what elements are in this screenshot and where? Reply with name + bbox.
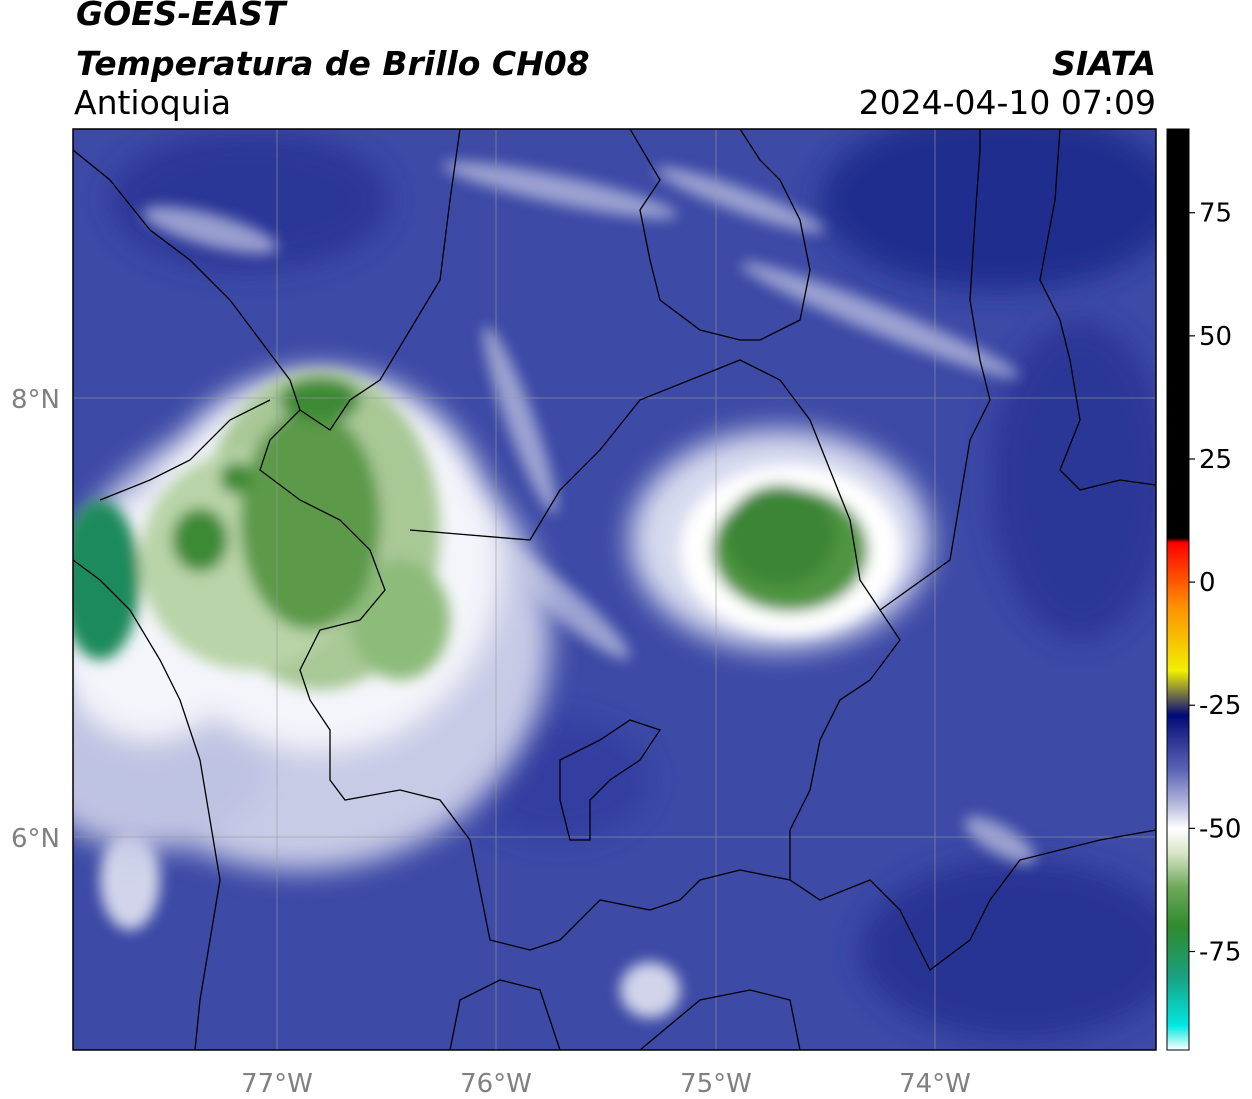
map-frame <box>72 128 1157 1051</box>
brightness-temperature-field <box>73 129 1156 1050</box>
datetime-label: 2024-04-10 07:09 <box>858 83 1156 122</box>
colorbar-tick-label: 25 <box>1199 445 1232 475</box>
colorbar-tick-label: 0 <box>1199 568 1216 598</box>
colorbar-tick-label: -50 <box>1199 814 1241 844</box>
lon-axis: 77°W 76°W 75°W 74°W <box>241 1069 971 1099</box>
organization-label: SIATA <box>1052 44 1156 83</box>
lon-tick-label: 75°W <box>680 1069 752 1099</box>
colorbar-tick-label: 50 <box>1199 322 1232 352</box>
lat-tick-label: 6°N <box>11 824 60 854</box>
lat-axis: 8°N 6°N <box>11 385 60 854</box>
lon-tick-label: 76°W <box>460 1069 532 1099</box>
department-boundaries <box>73 129 1156 1050</box>
colorbar-tick-label: -75 <box>1199 937 1241 967</box>
lon-tick-label: 74°W <box>899 1069 971 1099</box>
satellite-title: GOES-EAST <box>76 0 286 33</box>
colorbar-tick-label: -25 <box>1199 691 1241 721</box>
colorbar: 75 50 25 0 -25 -50 -75 <box>1166 128 1241 1051</box>
gridlines <box>73 129 1156 1050</box>
product-title: Temperatura de Brillo CH08 <box>76 44 590 83</box>
region-label: Antioquia <box>74 83 232 122</box>
colorbar-scale <box>1166 128 1190 1051</box>
lat-tick-label: 8°N <box>11 385 60 415</box>
colorbar-tick-label: 75 <box>1199 199 1232 229</box>
lon-tick-label: 77°W <box>241 1069 313 1099</box>
colorbar-ticks: 75 50 25 0 -25 -50 -75 <box>1189 199 1241 967</box>
